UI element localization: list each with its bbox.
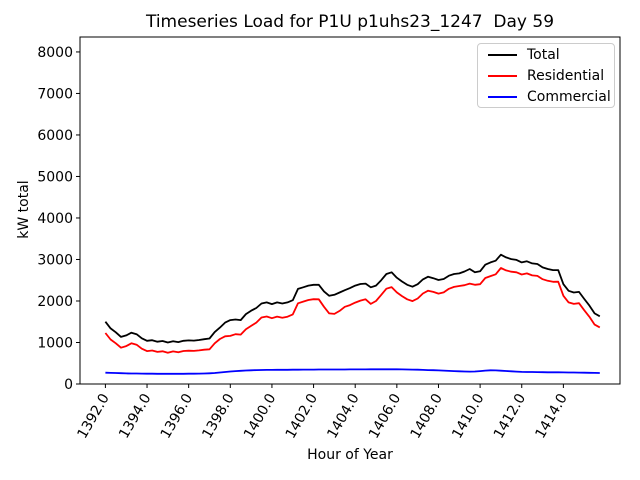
legend-item-commercial: Commercial bbox=[488, 90, 614, 104]
y-tick-label: 5000 bbox=[37, 169, 73, 185]
x-tick-label: 1404.0 bbox=[324, 391, 362, 441]
x-tick-label: 1394.0 bbox=[116, 391, 154, 441]
legend: Total Residential Commercial bbox=[477, 43, 615, 108]
x-tick-label: 1396.0 bbox=[158, 391, 196, 441]
y-tick-label: 4000 bbox=[37, 211, 73, 227]
x-tick-label: 1412.0 bbox=[491, 391, 529, 441]
x-tick-label: 1414.0 bbox=[532, 391, 570, 441]
x-tick-label: 1402.0 bbox=[283, 391, 321, 441]
legend-item-residential: Residential bbox=[488, 69, 614, 83]
x-axis-label: Hour of Year bbox=[307, 447, 393, 463]
y-tick-label: 0 bbox=[64, 377, 73, 393]
x-tick-label: 1408.0 bbox=[408, 391, 446, 441]
residential-line bbox=[104, 267, 601, 354]
x-tick-label: 1400.0 bbox=[241, 391, 279, 441]
legend-line-total bbox=[488, 53, 517, 56]
x-tick-label: 1410.0 bbox=[449, 391, 487, 441]
commercial-line bbox=[105, 368, 600, 375]
y-tick-label: 8000 bbox=[37, 45, 73, 61]
legend-line-residential bbox=[488, 74, 517, 77]
x-tick-label: 1392.0 bbox=[75, 391, 113, 441]
legend-label: Residential bbox=[527, 67, 605, 84]
x-tick-label: 1398.0 bbox=[199, 391, 237, 441]
y-tick-label: 2000 bbox=[37, 294, 73, 310]
plot-border bbox=[79, 36, 621, 385]
legend-line-commercial bbox=[488, 95, 517, 98]
legend-label: Commercial bbox=[527, 88, 611, 105]
y-tick-label: 3000 bbox=[37, 252, 73, 268]
legend-item-total: Total bbox=[488, 48, 614, 62]
legend-label: Total bbox=[527, 46, 560, 63]
x-tick-label: 1406.0 bbox=[366, 391, 404, 441]
y-tick-label: 7000 bbox=[37, 86, 73, 102]
chart-title: Timeseries Load for P1U p1uhs23_1247 Day… bbox=[145, 12, 555, 32]
y-tick-label: 6000 bbox=[37, 128, 73, 144]
y-tick-label: 1000 bbox=[37, 335, 73, 351]
total-line bbox=[104, 253, 601, 344]
